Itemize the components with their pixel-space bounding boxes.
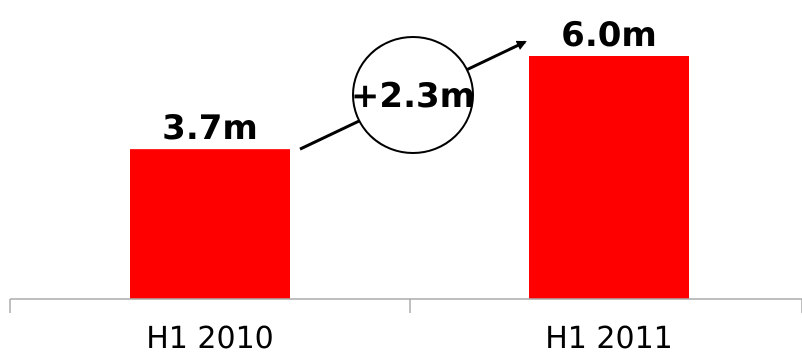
x-tick-label: H1 2011: [545, 321, 673, 356]
x-tick-label: H1 2010: [146, 321, 274, 356]
bars-layer: [130, 56, 689, 299]
x-axis: [9, 298, 802, 313]
bar-h1-2010: [130, 149, 290, 299]
data-label: 6.0m: [561, 15, 657, 55]
delta-circle: [352, 36, 474, 154]
labels-layer: 3.7m H1 2010 6.0m H1 2011: [146, 15, 673, 356]
data-label: 3.7m: [162, 108, 258, 148]
bar-h1-2011: [529, 56, 689, 299]
delta-annotation: +2.3m: [299, 36, 527, 154]
delta-label: +2.3m: [351, 76, 475, 116]
